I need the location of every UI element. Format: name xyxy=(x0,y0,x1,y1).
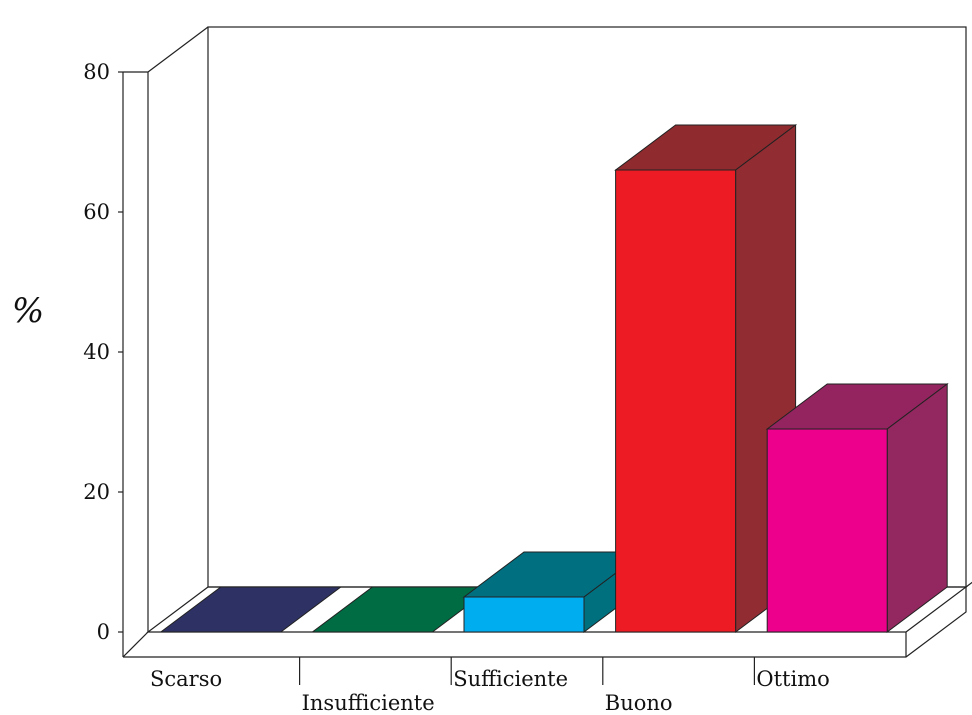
bar xyxy=(765,383,949,633)
y-tick-label: 20 xyxy=(83,480,110,504)
bar-front xyxy=(766,428,888,633)
bars xyxy=(159,124,949,633)
left-wall-top-edge xyxy=(123,26,209,73)
bar xyxy=(159,586,343,633)
y-tick-label: 80 xyxy=(83,60,110,84)
bar-front xyxy=(615,169,737,633)
bar-front xyxy=(463,596,585,633)
y-tick-label: 0 xyxy=(97,620,110,644)
x-tick-label: Insufficiente xyxy=(302,691,435,715)
x-tick-label: Ottimo xyxy=(756,667,829,691)
y-tick-label: 40 xyxy=(83,340,110,364)
y-axis-ticks: 0 20 40 60 80 xyxy=(83,60,123,644)
floor-right-tail xyxy=(965,581,972,588)
x-axis-labels: Scarso Insufficiente Sufficiente Buono Ottim… xyxy=(150,657,830,715)
bar-top xyxy=(159,586,343,633)
x-tick-label: Buono xyxy=(605,691,673,715)
floor-left-edge xyxy=(122,631,149,658)
x-tick-label: Scarso xyxy=(150,667,222,691)
bar xyxy=(614,124,798,633)
y-axis-label: % xyxy=(12,291,44,331)
x-tick-label: Sufficiente xyxy=(453,667,568,691)
floor-slab xyxy=(123,587,967,658)
bar xyxy=(462,551,646,633)
y-tick-label: 60 xyxy=(83,200,110,224)
